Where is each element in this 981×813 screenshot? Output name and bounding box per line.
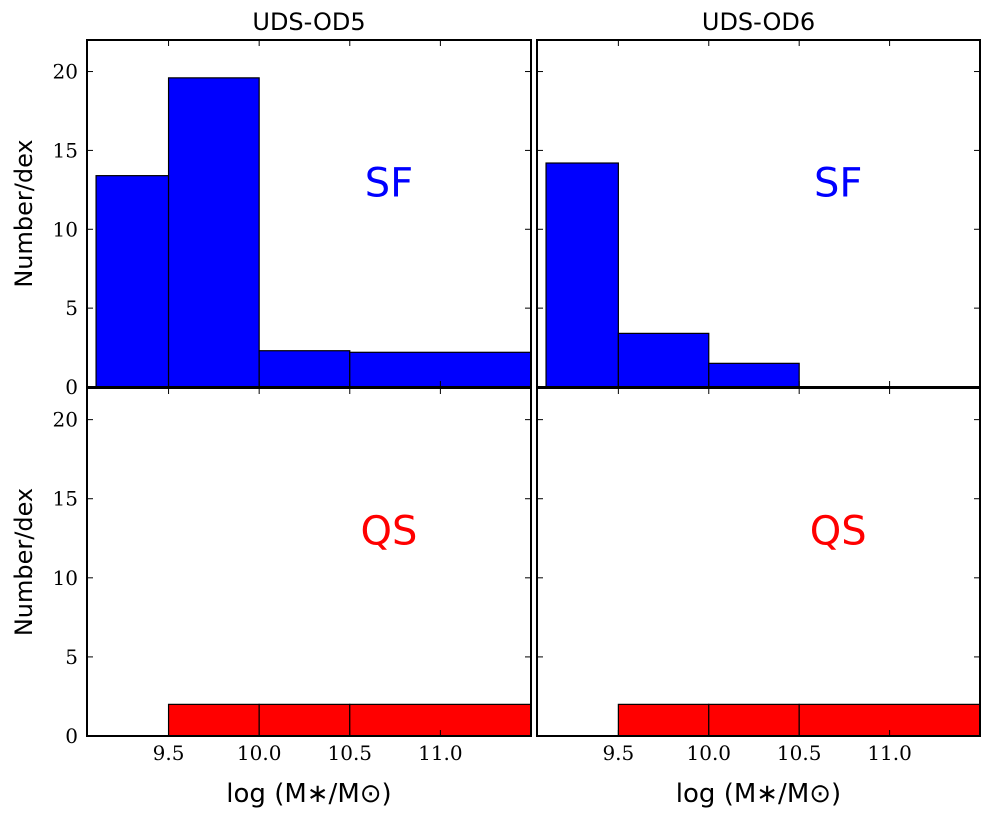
- histogram-bar: [258, 350, 351, 388]
- histogram-bar: [258, 703, 351, 737]
- panel-annotation: QS: [360, 509, 417, 555]
- x-tick-label: 10.5: [328, 741, 373, 765]
- x-axis-label: log (M∗/M⊙): [226, 779, 391, 809]
- histogram-bar: [617, 332, 710, 388]
- histogram-bar: [167, 77, 260, 388]
- histogram-bar: [545, 162, 619, 388]
- x-tick-label: 10.0: [237, 741, 282, 765]
- y-tick-label: 0: [65, 724, 78, 748]
- panel-annotation: QS: [810, 509, 867, 555]
- histogram-bar: [617, 703, 710, 737]
- y-tick-label: 5: [65, 296, 78, 320]
- panel-title: UDS-OD5: [252, 8, 365, 36]
- x-tick-label: 10.5: [777, 741, 822, 765]
- y-tick-label: 5: [65, 645, 78, 669]
- axes-frame: [536, 387, 981, 737]
- histogram-bar: [708, 703, 800, 737]
- x-tick-label: 11.0: [867, 741, 912, 765]
- x-tick-label: 11.0: [418, 741, 463, 765]
- y-axis-label: Number/dex: [10, 488, 38, 636]
- x-tick-label: 9.5: [153, 741, 185, 765]
- panel-annotation: SF: [814, 160, 862, 206]
- y-tick-label: 0: [65, 375, 78, 399]
- y-tick-label: 20: [53, 60, 78, 84]
- panel-title: UDS-OD6: [702, 8, 815, 36]
- histogram-bar: [167, 703, 260, 737]
- panel-annotation: SF: [365, 160, 413, 206]
- y-tick-label: 15: [53, 138, 78, 162]
- x-axis-label: log (M∗/M⊙): [676, 779, 841, 809]
- y-tick-label: 10: [53, 566, 78, 590]
- y-tick-label: 10: [53, 217, 78, 241]
- histogram-bar: [708, 362, 800, 388]
- axes-frame: [86, 387, 532, 737]
- histogram-bar: [95, 175, 170, 388]
- y-axis-label: Number/dex: [10, 139, 38, 287]
- x-tick-label: 9.5: [602, 741, 634, 765]
- y-tick-label: 15: [53, 487, 78, 511]
- x-tick-label: 10.0: [687, 741, 732, 765]
- y-tick-label: 20: [53, 408, 78, 432]
